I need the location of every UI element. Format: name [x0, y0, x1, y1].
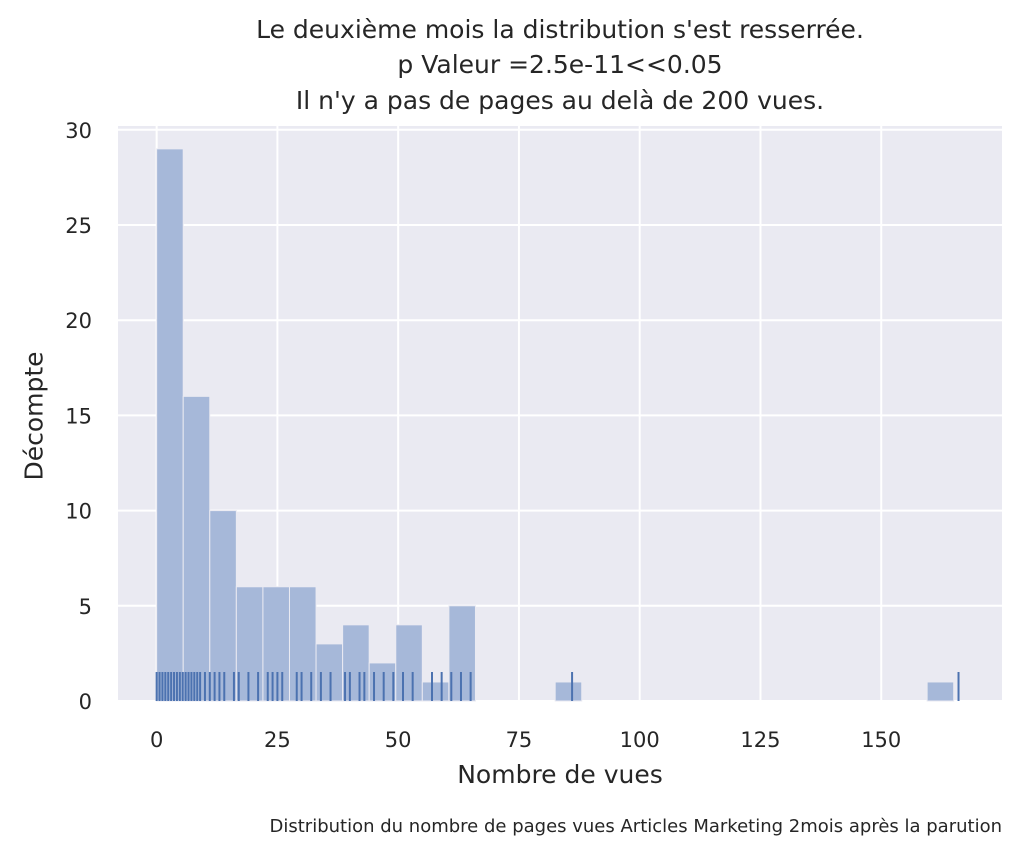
histogram-bar	[554, 681, 583, 702]
histogram-bar	[421, 681, 450, 702]
histogram-bar	[926, 681, 955, 702]
y-tick-label: 10	[65, 500, 92, 524]
y-tick-label: 5	[79, 595, 92, 619]
x-tick-label: 125	[740, 728, 780, 752]
x-tick-label: 75	[506, 728, 533, 752]
y-tick-label: 0	[79, 690, 92, 714]
x-tick-label: 100	[620, 728, 660, 752]
x-axis-label: Nombre de vues	[457, 760, 663, 789]
y-tick-labels: 0 5 10 15 20 25 30	[65, 119, 92, 714]
histogram-bar	[209, 510, 237, 702]
histogram-bar	[182, 395, 211, 702]
x-tick-labels: 0 25 50 75 100 125 150	[150, 728, 901, 752]
x-tick-label: 50	[385, 728, 412, 752]
y-axis-label: Décompte	[19, 351, 49, 481]
rug-marks	[155, 672, 960, 701]
chart-title-line-3: Il n'y a pas de pages au delà de 200 vue…	[295, 86, 825, 115]
figure-caption: Distribution du nombre de pages vues Art…	[269, 816, 1003, 837]
y-tick-label: 20	[65, 309, 92, 333]
x-tick-label: 25	[264, 728, 291, 752]
y-tick-label: 30	[65, 119, 92, 143]
y-tick-label: 25	[65, 214, 92, 238]
histogram-bar	[395, 624, 423, 702]
chart-title-line-2: p Valeur =2.5e-11<<0.05	[397, 50, 723, 79]
y-tick-label: 15	[65, 404, 92, 428]
histogram-bar	[156, 148, 184, 702]
chart-title-line-1: Le deuxième mois la distribution s'est r…	[256, 15, 864, 44]
x-tick-label: 150	[861, 728, 901, 752]
x-tick-label: 0	[150, 728, 163, 752]
